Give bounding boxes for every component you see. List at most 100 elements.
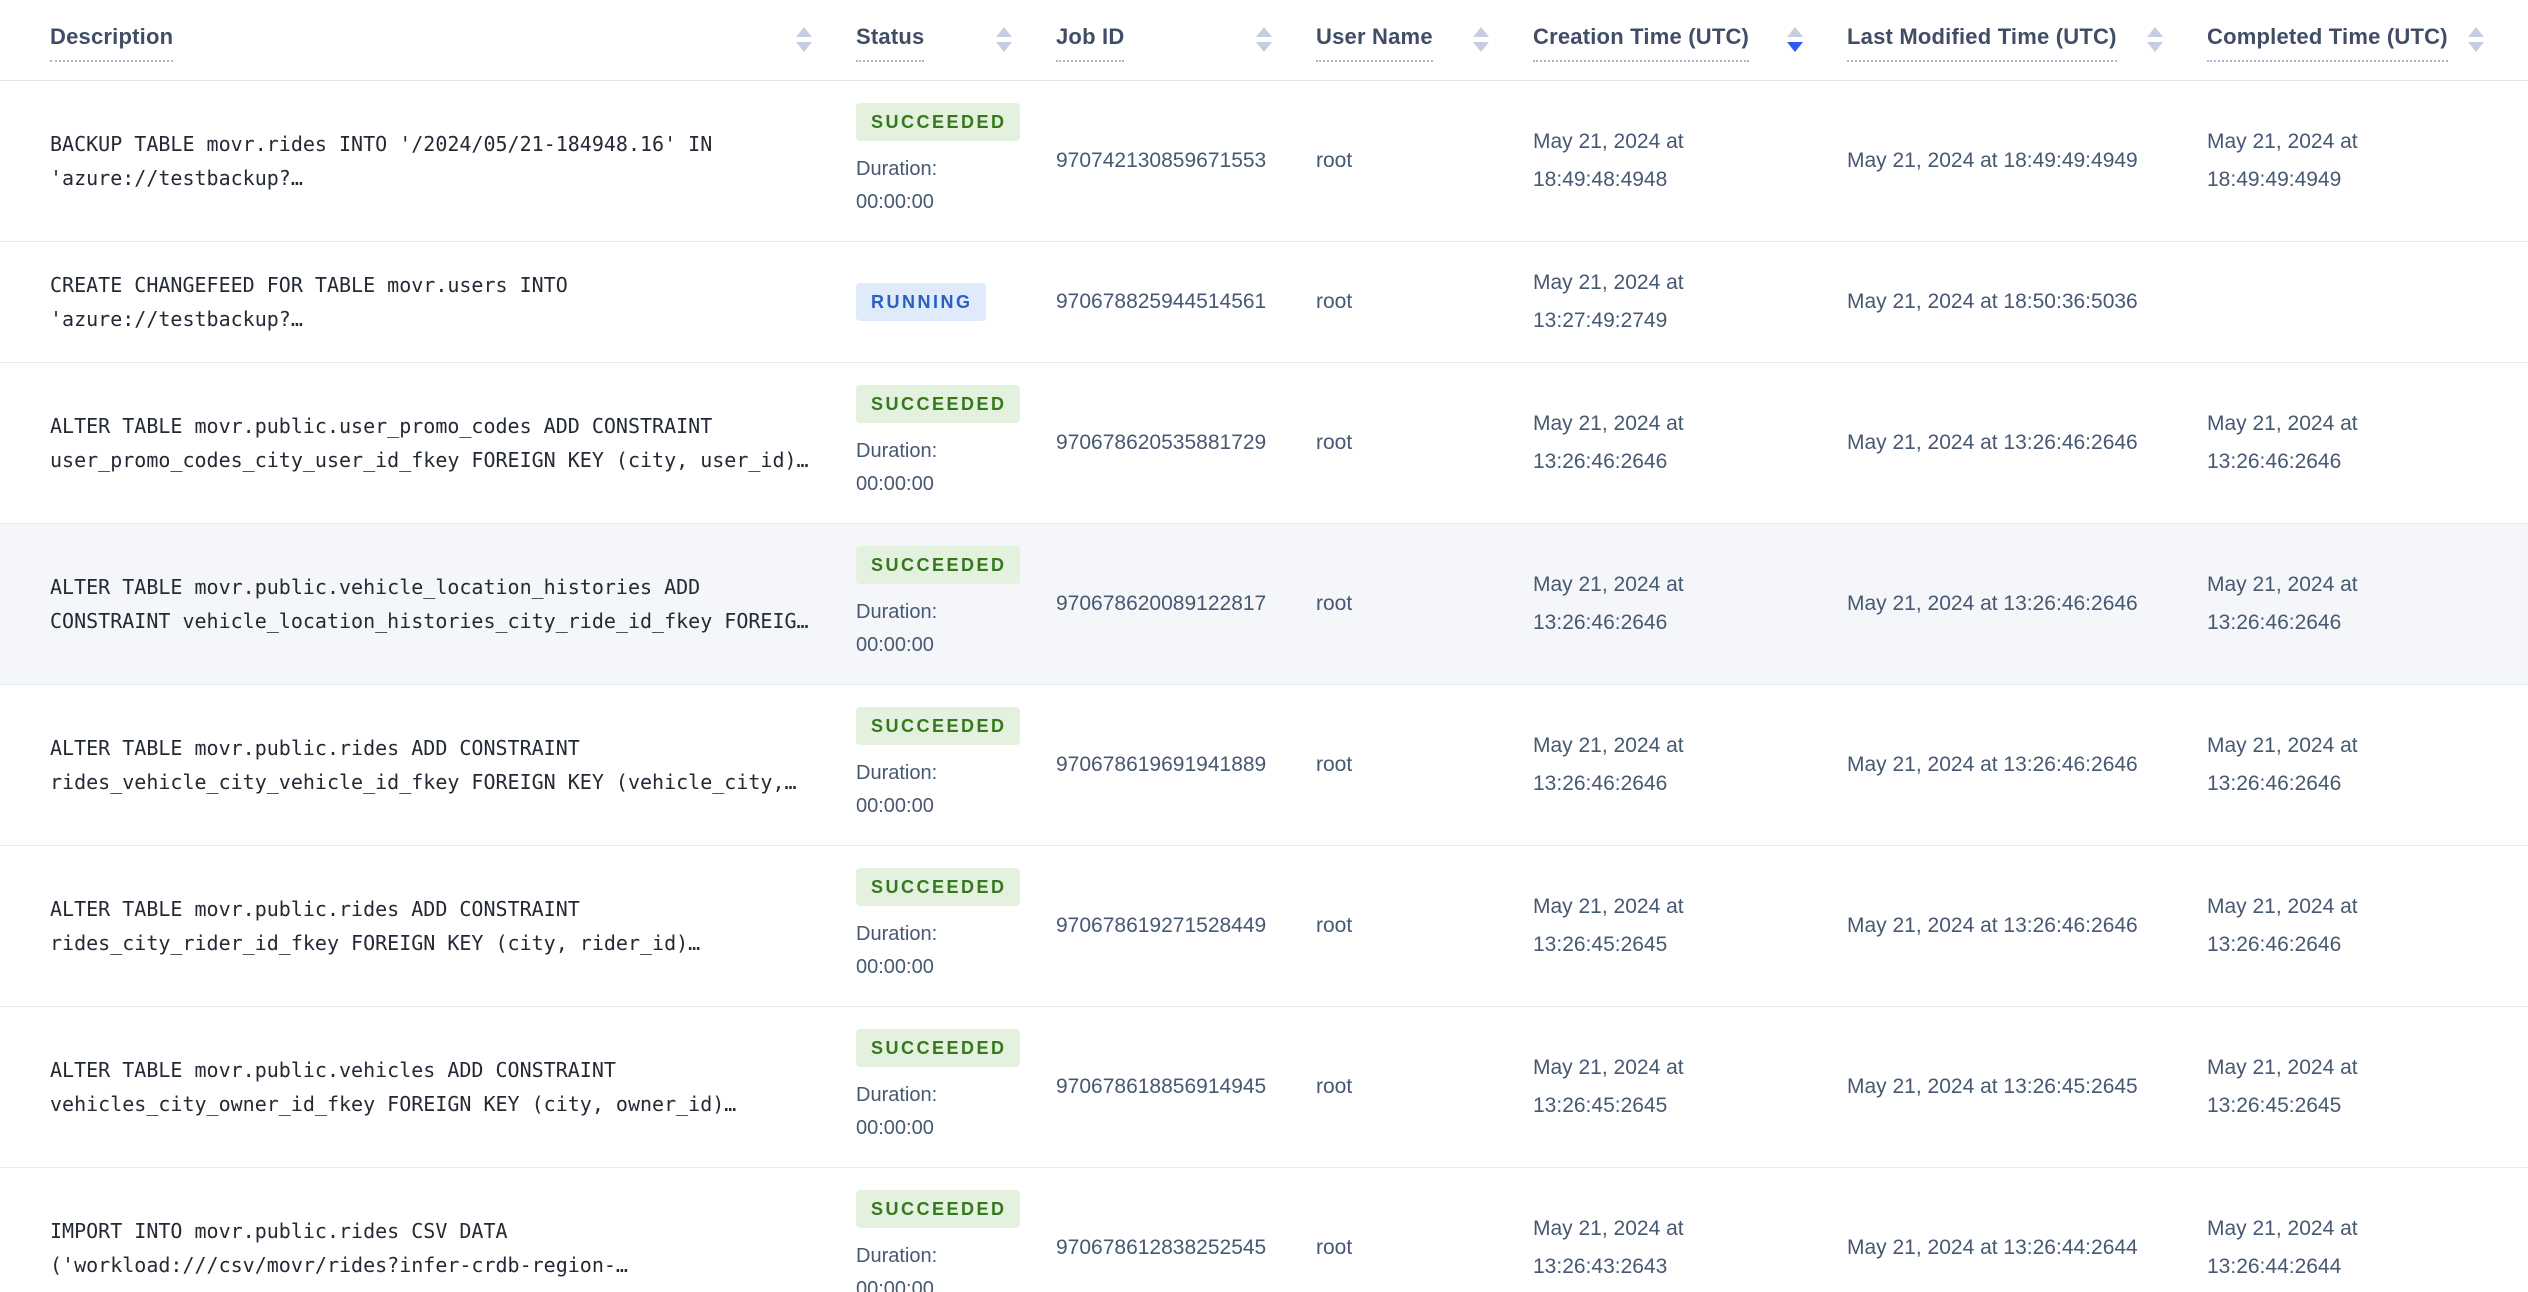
last-modified-time-cell: May 21, 2024 at 13:26:46:2646 (1847, 362, 2207, 524)
status-badge: SUCCEEDED (856, 707, 1020, 745)
column-header-user-name[interactable]: User Name (1316, 0, 1533, 81)
job-description-line: ALTER TABLE movr.public.vehicles ADD CON… (50, 1058, 616, 1082)
column-header-label: Description (50, 24, 174, 62)
user-name-cell: root (1316, 845, 1533, 1007)
job-id-cell: 970678619691941889 (1056, 684, 1316, 846)
status-badge: SUCCEEDED (856, 1190, 1020, 1228)
job-description-cell[interactable]: ALTER TABLE movr.public.rides ADD CONSTR… (0, 845, 856, 1007)
last-modified-time-cell: May 21, 2024 at 13:26:46:2646 (1847, 684, 2207, 846)
job-description-cell[interactable]: BACKUP TABLE movr.rides INTO '/2024/05/2… (0, 80, 856, 242)
column-header-label: User Name (1316, 24, 1433, 62)
completed-time-cell: May 21, 2024 at 13:26:46:2646 (2207, 845, 2528, 1007)
job-description-line: rides_city_rider_id_fkey FOREIGN KEY (ci… (50, 931, 701, 955)
duration-value: 00:00:00 (856, 191, 934, 213)
column-header-inner: Description (50, 24, 812, 62)
job-id-cell: 970678825944514561 (1056, 241, 1316, 363)
column-header-inner: Creation Time (UTC) (1533, 24, 1803, 62)
job-description-line: ALTER TABLE movr.public.rides ADD CONSTR… (50, 736, 580, 760)
duration-label: Duration: (856, 601, 938, 623)
user-name-cell: root (1316, 1006, 1533, 1168)
creation-time-cell: May 21, 2024 at 18:49:48:4948 (1533, 80, 1847, 242)
job-description-cell[interactable]: ALTER TABLE movr.public.user_promo_codes… (0, 362, 856, 524)
last-modified-time-cell: May 21, 2024 at 13:26:45:2645 (1847, 1006, 2207, 1168)
job-id-cell: 970678618856914945 (1056, 1006, 1316, 1168)
sort-icon (796, 27, 812, 52)
status-badge: SUCCEEDED (856, 868, 1020, 906)
column-header-label: Job ID (1056, 24, 1125, 62)
column-header-label: Creation Time (UTC) (1533, 24, 1750, 62)
table-row: IMPORT INTO movr.public.rides CSV DATA ('… (0, 1167, 2528, 1292)
duration-label: Duration: (856, 158, 938, 180)
last-modified-time-cell: May 21, 2024 at 18:49:49:4949 (1847, 80, 2207, 242)
completed-time-cell: May 21, 2024 at 13:26:44:2644 (2207, 1167, 2528, 1292)
job-description-line: ALTER TABLE movr.public.rides ADD CONSTR… (50, 897, 580, 921)
job-status-cell: SUCCEEDED Duration: 00:00:00 (856, 1006, 1056, 1168)
duration-block: Duration: 00:00:00 (856, 918, 1026, 984)
column-header-inner: Completed Time (UTC) (2207, 24, 2484, 62)
user-name-cell: root (1316, 1167, 1533, 1292)
sort-icon (1787, 27, 1803, 52)
column-header-inner: Job ID (1056, 24, 1272, 62)
last-modified-time-cell: May 21, 2024 at 13:26:46:2646 (1847, 845, 2207, 1007)
duration-value: 00:00:00 (856, 1278, 934, 1292)
completed-time-cell: May 21, 2024 at 18:49:49:4949 (2207, 80, 2528, 242)
duration-label: Duration: (856, 440, 938, 462)
sort-arrow-down-icon (1473, 42, 1489, 52)
duration-block: Duration: 00:00:00 (856, 757, 1026, 823)
user-name-cell: root (1316, 523, 1533, 685)
job-description-cell[interactable]: ALTER TABLE movr.public.vehicles ADD CON… (0, 1006, 856, 1168)
job-description-line: ALTER TABLE movr.public.user_promo_codes… (50, 414, 713, 438)
sort-icon (1256, 27, 1272, 52)
duration-value: 00:00:00 (856, 1117, 934, 1139)
job-status-cell: SUCCEEDED Duration: 00:00:00 (856, 523, 1056, 685)
job-description-cell[interactable]: ALTER TABLE movr.public.vehicle_location… (0, 523, 856, 685)
column-header-creation-time-utc[interactable]: Creation Time (UTC) (1533, 0, 1847, 81)
table-row: ALTER TABLE movr.public.vehicles ADD CON… (0, 1006, 2528, 1168)
table-row: ALTER TABLE movr.public.vehicle_location… (0, 523, 2528, 685)
table-row: ALTER TABLE movr.public.user_promo_codes… (0, 362, 2528, 524)
sort-arrow-up-icon (1473, 27, 1489, 37)
duration-label: Duration: (856, 762, 938, 784)
job-description-cell[interactable]: ALTER TABLE movr.public.rides ADD CONSTR… (0, 684, 856, 846)
duration-label: Duration: (856, 1084, 938, 1106)
sort-arrow-down-icon (2468, 42, 2484, 52)
job-status-cell: SUCCEEDED Duration: 00:00:00 (856, 684, 1056, 846)
jobs-table-body: BACKUP TABLE movr.rides INTO '/2024/05/2… (0, 80, 2528, 1292)
duration-block: Duration: 00:00:00 (856, 435, 1026, 501)
duration-value: 00:00:00 (856, 956, 934, 978)
job-status-cell: SUCCEEDED Duration: 00:00:00 (856, 80, 1056, 242)
job-status-cell: RUNNING (856, 241, 1056, 363)
column-header-inner: Status (856, 24, 1012, 62)
job-description-line: ('workload:///csv/movr/rides?infer-crdb-… (50, 1253, 628, 1277)
column-header-description[interactable]: Description (0, 0, 856, 81)
job-description-cell[interactable]: CREATE CHANGEFEED FOR TABLE movr.users I… (0, 241, 856, 363)
table-row: ALTER TABLE movr.public.rides ADD CONSTR… (0, 845, 2528, 1007)
creation-time-cell: May 21, 2024 at 13:26:43:2643 (1533, 1167, 1847, 1292)
status-badge: SUCCEEDED (856, 103, 1020, 141)
completed-time-cell: May 21, 2024 at 13:26:46:2646 (2207, 523, 2528, 685)
duration-block: Duration: 00:00:00 (856, 153, 1026, 219)
sort-arrow-down-icon (996, 42, 1012, 52)
sort-icon (2468, 27, 2484, 52)
job-description-line: 'azure://testbackup?… (50, 307, 303, 331)
column-header-status[interactable]: Status (856, 0, 1056, 81)
job-description-line: BACKUP TABLE movr.rides INTO '/2024/05/2… (50, 132, 713, 156)
duration-label: Duration: (856, 1245, 938, 1267)
job-description-line: CONSTRAINT vehicle_location_histories_ci… (50, 609, 809, 633)
job-description-line: ALTER TABLE movr.public.vehicle_location… (50, 575, 701, 599)
job-status-cell: SUCCEEDED Duration: 00:00:00 (856, 1167, 1056, 1292)
job-description-cell[interactable]: IMPORT INTO movr.public.rides CSV DATA ('… (0, 1167, 856, 1292)
duration-block: Duration: 00:00:00 (856, 596, 1026, 662)
creation-time-cell: May 21, 2024 at 13:26:45:2645 (1533, 845, 1847, 1007)
sort-arrow-up-icon (2147, 27, 2163, 37)
sort-arrow-down-icon (796, 42, 812, 52)
column-header-completed-time-utc[interactable]: Completed Time (UTC) (2207, 0, 2528, 81)
job-id-cell: 970678620535881729 (1056, 362, 1316, 524)
job-id-cell: 970742130859671553 (1056, 80, 1316, 242)
creation-time-cell: May 21, 2024 at 13:26:45:2645 (1533, 1006, 1847, 1168)
column-header-job-id[interactable]: Job ID (1056, 0, 1316, 81)
sort-arrow-up-icon (796, 27, 812, 37)
completed-time-cell: May 21, 2024 at 13:26:46:2646 (2207, 362, 2528, 524)
column-header-last-modified-time-utc[interactable]: Last Modified Time (UTC) (1847, 0, 2207, 81)
